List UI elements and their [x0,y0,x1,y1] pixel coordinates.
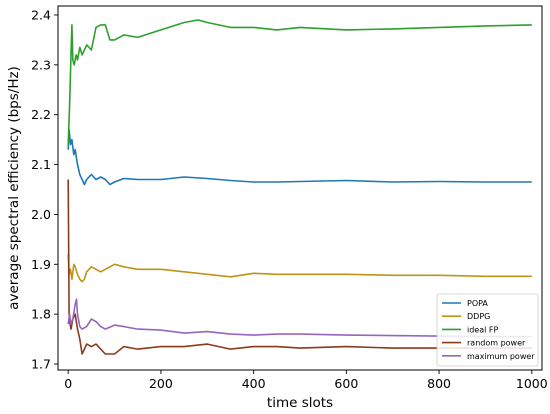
x-tick-label: 200 [149,376,173,391]
plot-frame [57,5,543,371]
y-tick-label: 2.3 [31,57,51,72]
series-line-3 [67,179,532,355]
legend-label: DDPG [467,312,490,321]
x-tick-label: 400 [242,376,266,391]
y-tick-label: 1.7 [31,357,51,372]
y-tick-label: 2.0 [31,207,51,222]
x-tick-label: 1000 [516,376,548,391]
legend-label: maximum power [467,352,535,361]
series-line-4 [67,298,532,338]
x-axis-label: time slots [267,395,333,411]
series-line-1 [67,254,532,283]
y-tick-label: 2.4 [31,7,51,22]
legend-box [436,293,539,367]
legend: POPA DDPG ideal FP random power maximum powe… [436,293,539,367]
x-tick-label: 800 [427,376,451,391]
series-line-2 [67,19,532,145]
y-tick-label: 2.1 [31,157,51,172]
y-tick-label: 1.8 [31,307,51,322]
x-tick-label: 600 [334,376,358,391]
legend-label: random power [467,339,526,348]
y-axis-label: average spectral efficiency (bps/Hz) [6,66,22,310]
legend-label: POPA [467,299,488,308]
plot-lines [67,19,532,355]
x-tick-label: 0 [64,376,72,391]
series-line-0 [67,128,532,186]
x-axis: 0 200 400 600 800 1000 [64,370,548,391]
y-axis: 1.7 1.8 1.9 2.0 2.1 2.2 2.3 2.4 [31,7,58,372]
y-tick-label: 1.9 [31,257,51,272]
y-tick-label: 2.2 [31,107,51,122]
legend-label: ideal FP [467,325,498,334]
